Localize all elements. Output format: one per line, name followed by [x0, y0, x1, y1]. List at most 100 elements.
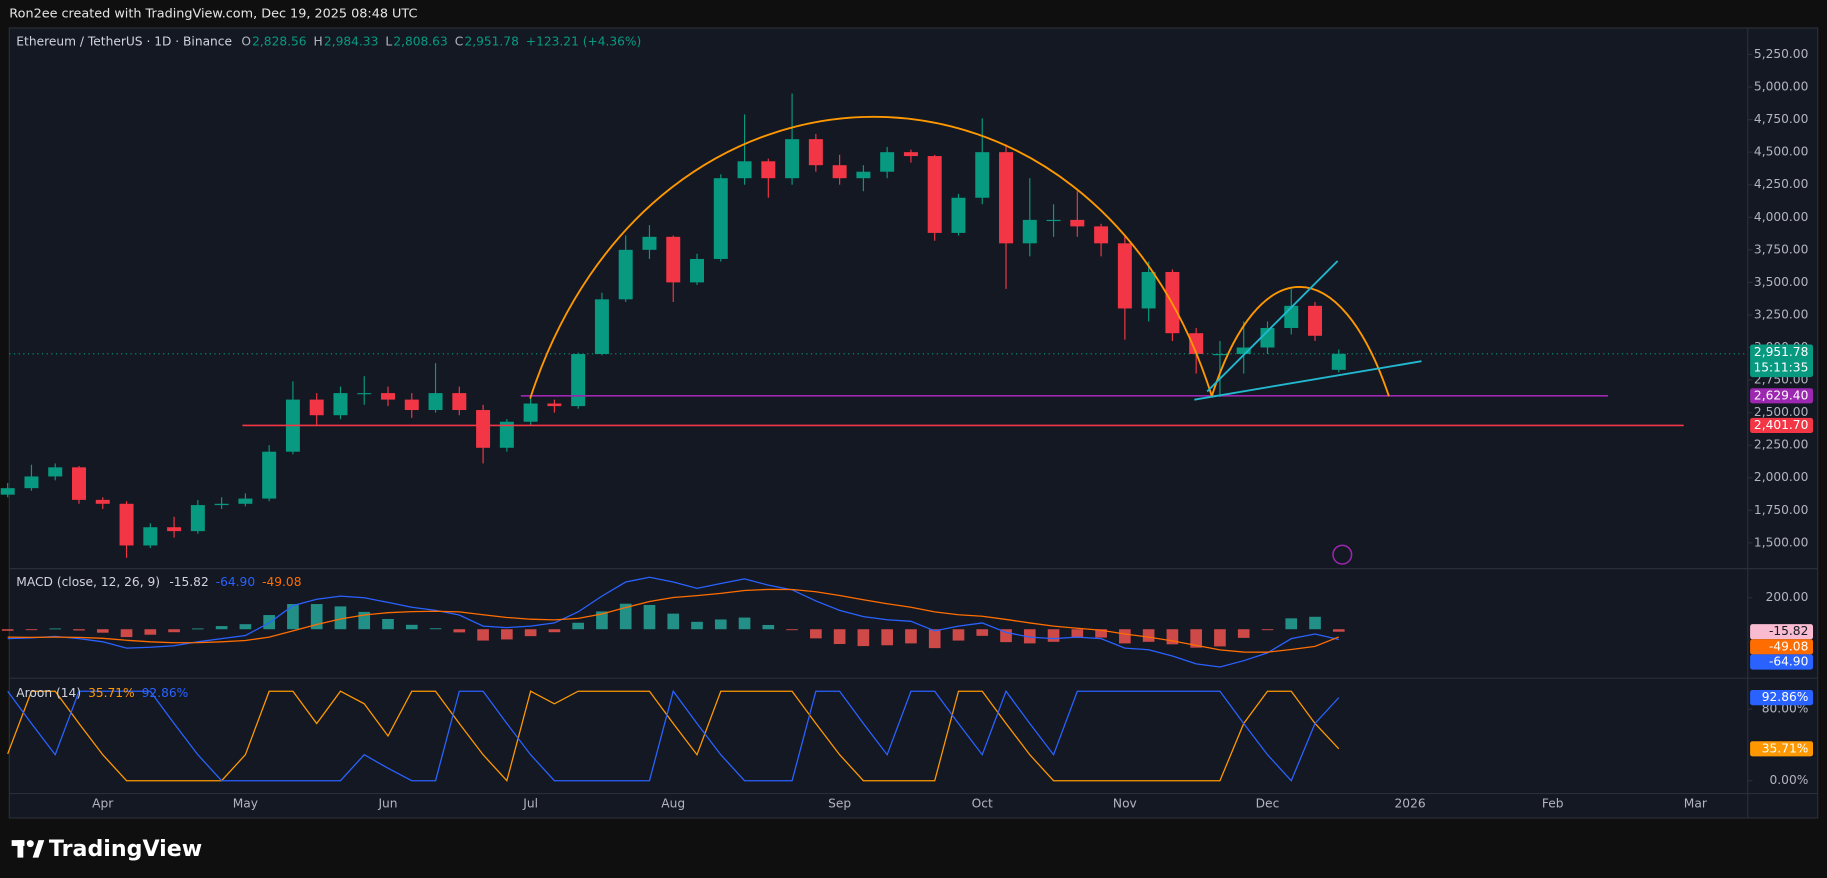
- x-tick-label: Dec: [1256, 797, 1280, 811]
- x-tick-label: Mar: [1684, 797, 1708, 811]
- histogram-bar: [786, 629, 798, 631]
- trend-line: [1194, 360, 1422, 401]
- histogram-bar: [928, 629, 941, 649]
- candle-body: [1046, 219, 1061, 222]
- candle-body: [808, 139, 823, 166]
- histogram-bar: [1237, 629, 1250, 638]
- candle-body: [476, 410, 491, 448]
- candle-body: [832, 165, 847, 179]
- histogram-bar: [49, 628, 62, 630]
- candle-body: [951, 197, 966, 233]
- histogram-bar: [287, 604, 299, 630]
- histogram-bar: [1309, 616, 1321, 630]
- histogram-bar: [96, 629, 109, 633]
- indicator-title: Aroon (14): [16, 686, 81, 700]
- histogram-bar: [810, 629, 822, 639]
- candle-body: [1094, 226, 1109, 244]
- indicator-title: MACD (close, 12, 26, 9): [16, 575, 160, 589]
- change-label: +123.21 (+4.36%): [526, 34, 641, 48]
- logo-shape: [32, 840, 45, 858]
- y-tick-label: 4,250.00: [1754, 177, 1808, 191]
- candle-body: [618, 249, 633, 300]
- countdown-label: 15:11:35: [1753, 360, 1808, 374]
- histogram-bar: [643, 604, 656, 630]
- histogram-bar: [405, 624, 418, 630]
- price-label: 2,401.70: [1754, 418, 1808, 432]
- candle-body: [927, 156, 942, 233]
- histogram-bar: [714, 619, 727, 630]
- candle-body: [143, 527, 158, 546]
- trend-line: [1206, 260, 1339, 393]
- candle-body: [713, 178, 728, 259]
- histogram-bar: [382, 618, 394, 630]
- legend-value: -64.90: [216, 575, 255, 589]
- last-price-box: [1750, 344, 1814, 378]
- histogram-bar: [1000, 629, 1012, 643]
- histogram-bar: [524, 629, 537, 637]
- histogram-bar: [976, 629, 989, 636]
- candle-body: [357, 393, 372, 395]
- ohlc-value: 2,984.33: [324, 34, 378, 48]
- ohlc-value: 2,951.78: [464, 34, 518, 48]
- histogram-bar: [596, 611, 608, 630]
- histogram-bar: [881, 629, 893, 646]
- histogram-bar: [429, 628, 442, 630]
- candle-body: [48, 467, 63, 477]
- x-tick-label: Sep: [828, 797, 851, 811]
- x-tick-label: Feb: [1542, 797, 1564, 811]
- candle-body: [880, 152, 895, 172]
- histogram-bar: [1, 629, 14, 631]
- histogram-bar: [192, 628, 204, 630]
- candle-body: [1117, 243, 1132, 309]
- event-icon[interactable]: [1332, 544, 1353, 565]
- candle-body: [737, 161, 752, 179]
- histogram-bar: [25, 629, 38, 631]
- x-tick-label: Apr: [92, 797, 114, 811]
- price-label-box: [1750, 690, 1814, 706]
- price-label: -49.08: [1769, 639, 1808, 653]
- candle-body: [666, 236, 681, 283]
- histogram-bar: [1332, 629, 1345, 632]
- candle-body: [452, 393, 467, 411]
- indicator-line: [7, 576, 1339, 668]
- histogram-bar: [667, 613, 680, 630]
- y-tick-label: 5,000.00: [1754, 80, 1808, 94]
- price-label-box: [1750, 417, 1814, 434]
- candle-body: [0, 488, 15, 495]
- candle-body: [1070, 219, 1085, 227]
- candle-body: [1212, 354, 1227, 356]
- candle-body: [1189, 333, 1204, 355]
- candle-body: [785, 139, 800, 179]
- ohlc-key: C: [455, 34, 464, 48]
- y-tick-label: 2,500.00: [1754, 405, 1808, 419]
- candle-body: [903, 152, 918, 157]
- candle-body: [1236, 347, 1251, 355]
- candle-body: [72, 467, 86, 500]
- ohlc-value: 2,808.63: [393, 34, 447, 48]
- histogram-bar: [1285, 618, 1298, 630]
- candle-body: [1260, 327, 1275, 348]
- histogram-bar: [501, 629, 513, 640]
- histogram-bar: [762, 624, 775, 630]
- candle-body: [571, 354, 586, 407]
- y-tick-label: 3,500.00: [1754, 275, 1808, 289]
- histogram-bar: [952, 629, 965, 641]
- histogram-bar: [239, 624, 252, 630]
- candle-body: [1022, 219, 1037, 244]
- drawings: [529, 115, 1422, 565]
- histogram-bar: [1261, 629, 1274, 631]
- indicator-line: [7, 690, 1340, 783]
- ohlc-value: 2,828.56: [252, 34, 306, 48]
- y-tick-label: 4,500.00: [1754, 145, 1808, 159]
- y-tick-label: 3,250.00: [1754, 307, 1808, 321]
- histogram-bar: [453, 629, 466, 633]
- x-tick-label: Nov: [1113, 797, 1137, 811]
- indicator-line: [7, 689, 1340, 782]
- price-label: 35.71%: [1762, 741, 1809, 755]
- ohlc-key: H: [314, 34, 323, 48]
- legend-value: 35.71%: [88, 686, 135, 700]
- candle-body: [214, 503, 229, 506]
- chart-title: Ethereum / TetherUS · 1D · Binance: [16, 34, 232, 48]
